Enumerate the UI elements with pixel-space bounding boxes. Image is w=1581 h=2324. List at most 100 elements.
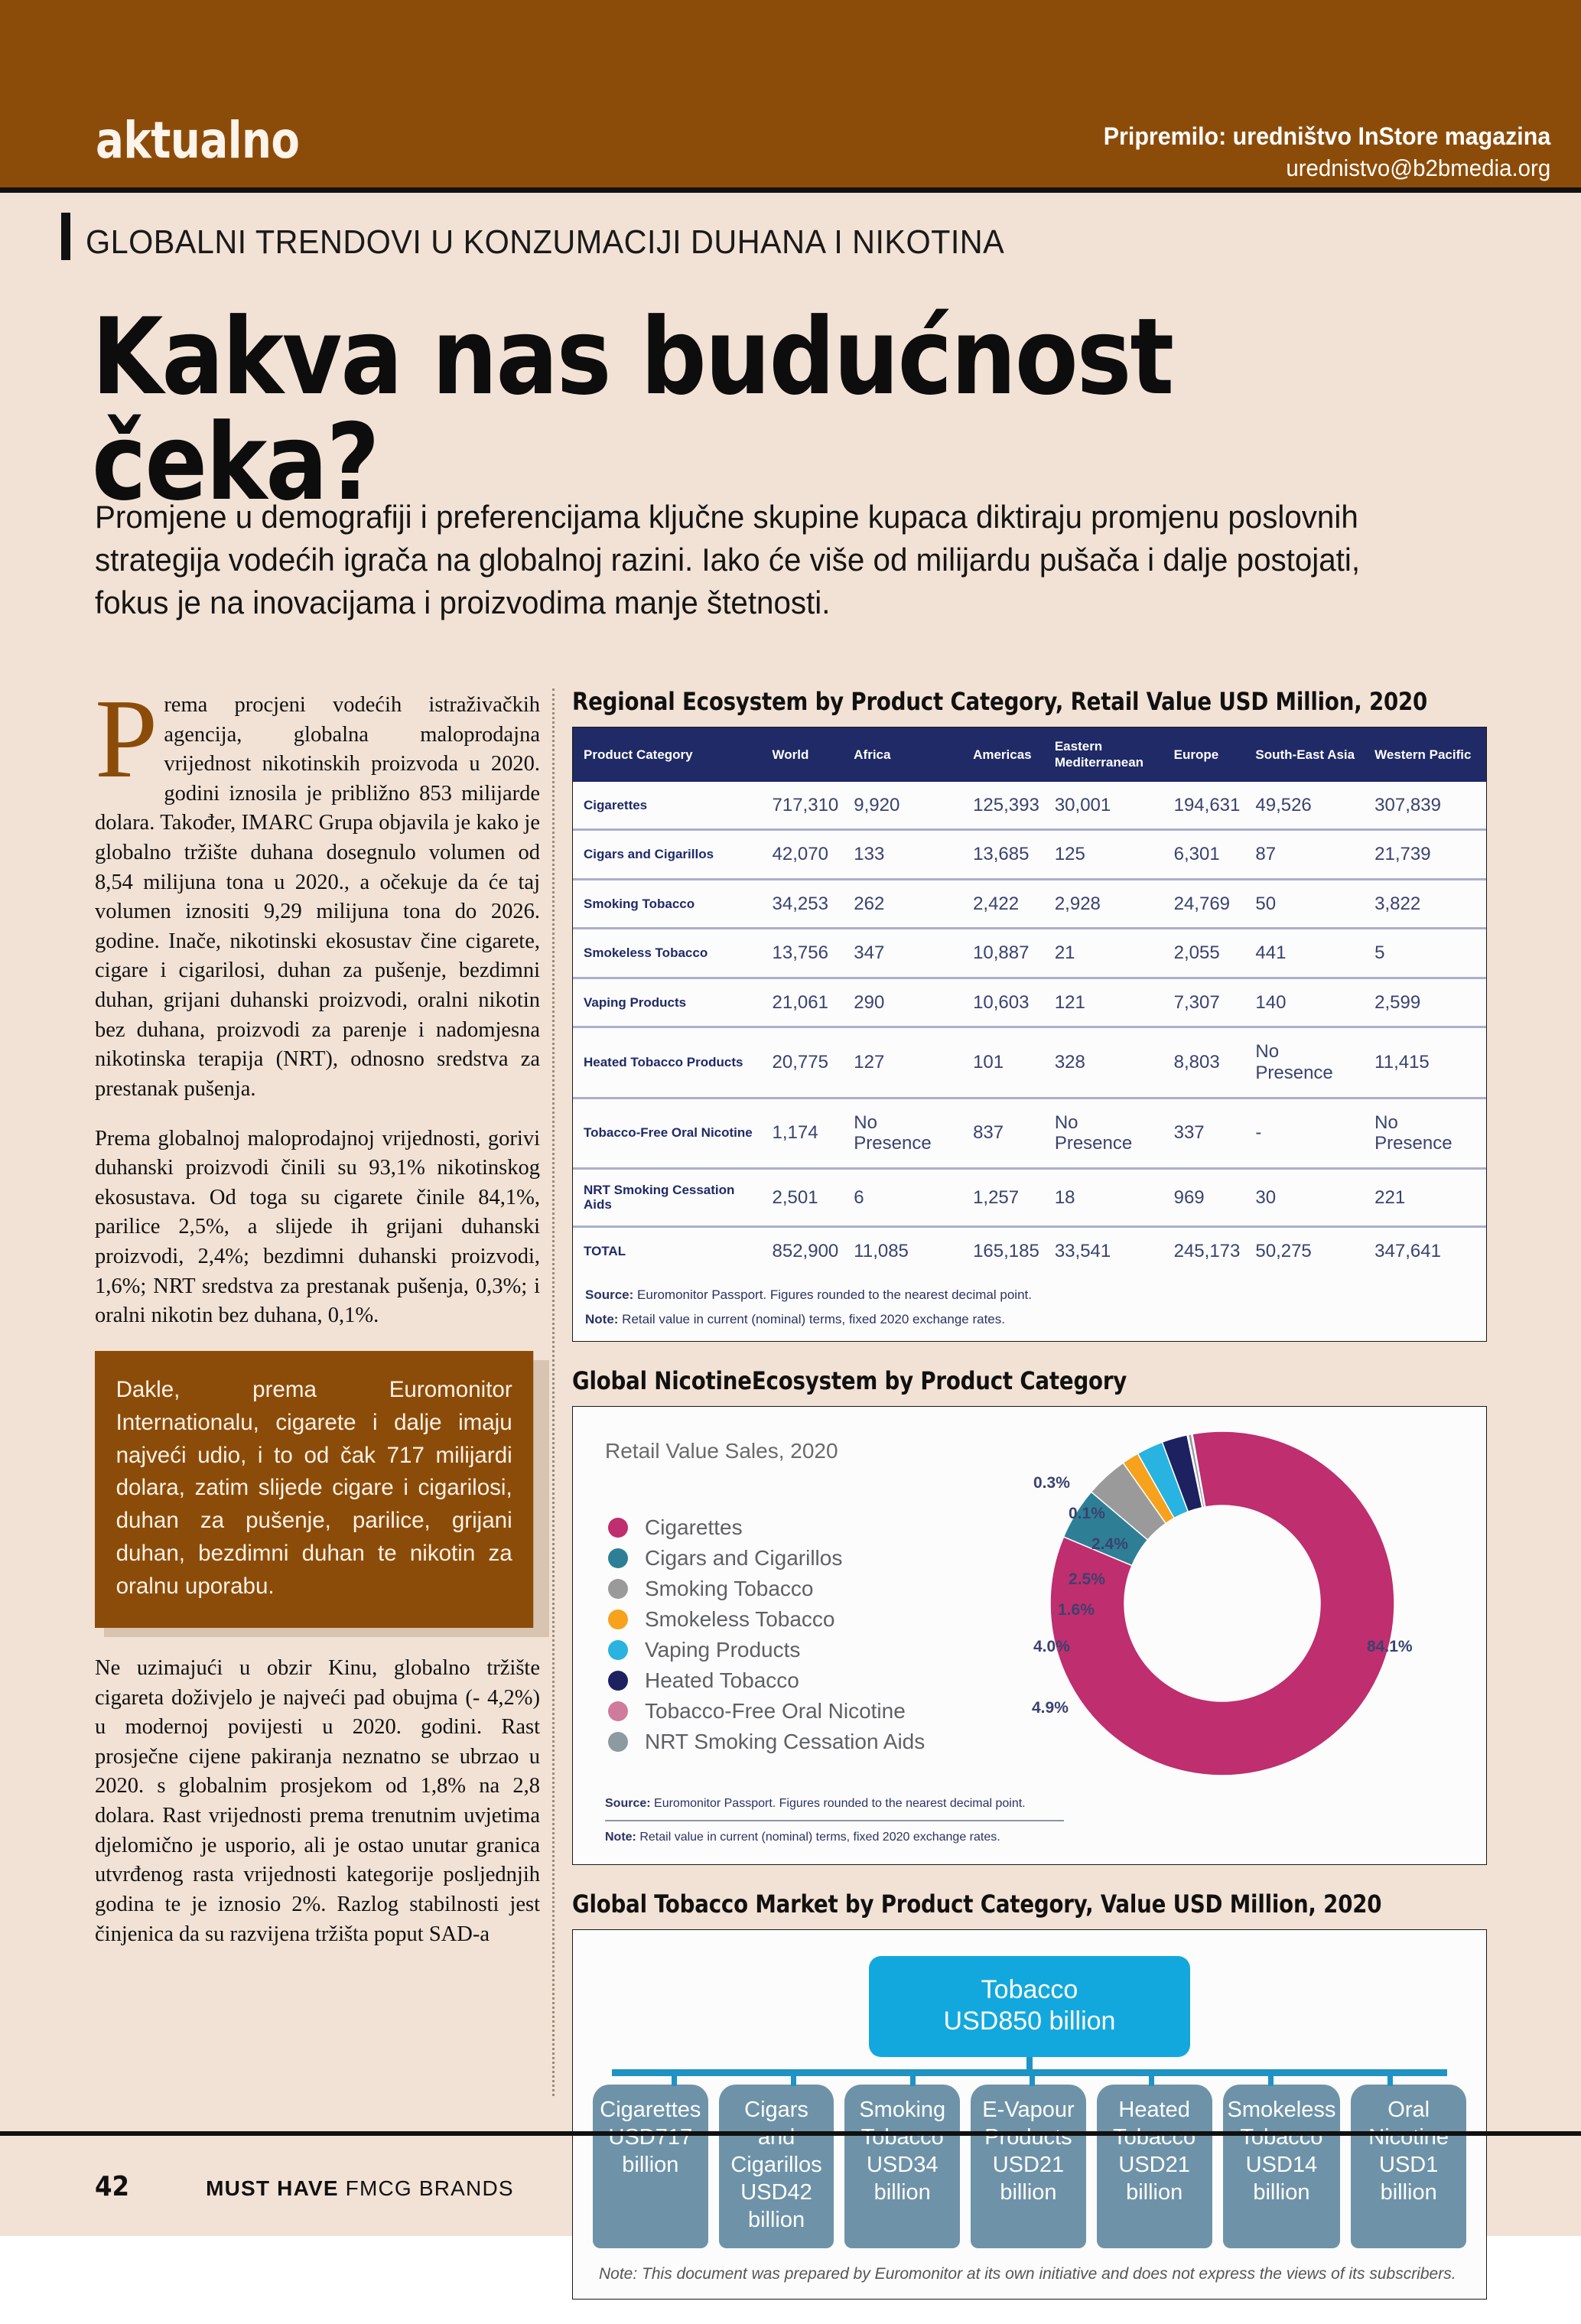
table-cell: 328: [1046, 1026, 1166, 1099]
donut-slice: [1187, 1433, 1205, 1508]
org-child-label: Cigars and Cigarillos: [730, 2098, 822, 2178]
donut-percent-label: 4.9%: [1032, 1698, 1069, 1717]
table-cell: 10,887: [965, 927, 1047, 978]
regional-ecosystem-table: Product Category World Africa Americas Easte…: [573, 727, 1486, 1275]
org-child-label: Smoking Tobacco: [859, 2098, 946, 2150]
table-cell: 852,900: [764, 1225, 847, 1275]
org-children-row: Cigarettes USD717 billion Cigars and Cigar…: [592, 2085, 1467, 2249]
table-cell: 6,301: [1166, 828, 1248, 880]
section-kicker: aktualno: [96, 111, 300, 170]
org-child-label: Smokeless Tobacco: [1227, 2098, 1336, 2150]
table-cell: 11,085: [846, 1225, 966, 1275]
table-source-text: Euromonitor Passport. Figures rounded to…: [633, 1287, 1032, 1302]
table-cell: 18: [1046, 1167, 1166, 1227]
table-cell: 245,173: [1166, 1225, 1248, 1275]
table-col-header: World: [764, 727, 847, 782]
table-cell: 101: [965, 1026, 1047, 1099]
table-cell: 969: [1166, 1167, 1248, 1227]
legend-swatch-icon: [608, 1578, 628, 1599]
org-stem: [1026, 2057, 1033, 2072]
table-cell: Cigarettes: [584, 797, 648, 812]
legend-swatch-icon: [608, 1517, 628, 1538]
table-cell: 127: [846, 1026, 966, 1099]
footer-divider: [0, 2131, 1581, 2136]
credit-prepared-by: Pripremilo: uredništvo InStore magazina: [1103, 122, 1550, 150]
footer-brand-rest: FMCG BRANDS: [338, 2176, 514, 2200]
table-cell: NRT Smoking Cessation Aids: [573, 1167, 765, 1227]
table-note: Note: Retail value in current (nominal) …: [585, 1312, 1474, 1327]
table-row: Cigarettes 717,310 9,920 125,393 30,001 194,6…: [573, 782, 1486, 830]
page-footer: 42 MUST HAVE FMCG BRANDS: [95, 2171, 514, 2202]
table-cell: 837: [965, 1096, 1047, 1169]
donut-percent-label: 84.1%: [1367, 1637, 1413, 1655]
table-cell: Tobacco-Free Oral Nicotine: [573, 1096, 765, 1169]
legend-item: Vaping Products: [608, 1638, 925, 1662]
table-cell: 33,541: [1046, 1225, 1166, 1275]
table-cell: No Presence: [1248, 1026, 1368, 1099]
org-child-node: Smokeless Tobacco USD14 billion: [1222, 2085, 1341, 2249]
org-drop-line: [1387, 2069, 1393, 2087]
org-root-label: Tobacco: [981, 1974, 1078, 2004]
legend-label: Smoking Tobacco: [645, 1576, 814, 1600]
table-cell: 347: [846, 927, 966, 978]
table-cell: 717,310: [772, 794, 839, 815]
paragraph-2: Prema globalnoj maloprodajnoj vrijednost…: [95, 1126, 540, 1328]
table-cell: 5: [1367, 927, 1486, 978]
table-cell: 21: [1046, 927, 1166, 978]
table-cell: 50,275: [1248, 1225, 1368, 1275]
org-child-node: Oral Nicotine USD1 billion: [1351, 2085, 1467, 2249]
table-cell: 2,422: [965, 877, 1047, 929]
table-cell: Vaping Products: [573, 976, 765, 1027]
pull-quote-wrapper: Dakle, prema Euromonitor Internationalu,…: [95, 1350, 549, 1638]
column-divider: [552, 688, 555, 2096]
donut-percent-label: 1.6%: [1058, 1600, 1095, 1619]
org-connector: [609, 2057, 1450, 2087]
table-col-header: Europe: [1166, 727, 1248, 782]
table-cell: 21,739: [1367, 828, 1486, 880]
legend-item: Tobacco-Free Oral Nicotine: [608, 1699, 925, 1723]
table-cell: No Presence: [1046, 1096, 1166, 1169]
org-child-node: Heated Tobacco USD21 billion: [1096, 2085, 1212, 2249]
table-row: TOTAL 852,900 11,085 165,185 33,541 245,173 50…: [573, 1225, 1486, 1275]
table-cell: 337: [1166, 1096, 1248, 1169]
section-title: GLOBALNI TRENDOVI U KONZUMACIJI DUHANA I…: [86, 223, 1005, 261]
donut-figure-title: Global NicotineEcosystem by Product Cate…: [572, 1365, 1127, 1395]
org-child-node: E-Vapour Products USD21 billion: [971, 2085, 1086, 2249]
donut-chart: [1043, 1424, 1402, 1787]
table-cell: 1,257: [965, 1167, 1047, 1227]
table-cell: 11,415: [1367, 1026, 1486, 1099]
org-root-node: Tobacco USD850 billion: [869, 1955, 1190, 2058]
donut-slice: [1049, 1430, 1395, 1776]
table-row: Tobacco-Free Oral Nicotine 1,174 No Presen…: [573, 1096, 1486, 1169]
org-child-value: USD717 billion: [608, 2125, 693, 2178]
donut-notes: Source: Euromonitor Passport. Figures ro…: [605, 1797, 1064, 1844]
donut-source-note: Source: Euromonitor Passport. Figures ro…: [605, 1797, 1064, 1811]
org-child-value: USD14 billion: [1245, 2153, 1318, 2205]
table-cell: 87: [1248, 828, 1368, 880]
table-cell: -: [1248, 1096, 1368, 1169]
legend-label: Smokeless Tobacco: [645, 1606, 835, 1631]
legend-swatch-icon: [608, 1548, 628, 1568]
donut-figure-box: Retail Value Sales, 2020 Cigarettes Cigar…: [572, 1405, 1487, 1865]
table-cell: 30: [1248, 1167, 1368, 1227]
legend-item: Heated Tobacco: [608, 1668, 925, 1693]
org-note: Note: This document was prepared by Euro…: [599, 2265, 1456, 2283]
table-cell: 20,775: [764, 1026, 847, 1099]
table-cell: 133: [846, 828, 966, 880]
org-drop-line: [1030, 2069, 1035, 2087]
donut-legend: Cigarettes Cigars and Cigarillos Smoking T…: [608, 1515, 925, 1760]
donut-note: Note: Retail value in current (nominal) …: [605, 1831, 1064, 1844]
org-figure-title: Global Tobacco Market by Product Categor…: [572, 1889, 1382, 1919]
table-note-text: Retail value in current (nominal) terms,…: [618, 1311, 1005, 1326]
table-cell: 221: [1367, 1167, 1486, 1227]
table-note-label: Note:: [585, 1311, 619, 1326]
page-number: 42: [95, 2171, 130, 2202]
paragraph-1-text: rema procjeni vodećih istraživačkih agen…: [95, 693, 540, 1101]
table-cell: 3,822: [1367, 877, 1486, 929]
donut-percent-label: 0.3%: [1033, 1473, 1070, 1492]
table-col-header: Africa: [846, 727, 966, 782]
table-row: Smokeless Tobacco 13,756 347 10,887 21 2,055 4…: [573, 927, 1486, 978]
org-child-label: Oral Nicotine: [1368, 2098, 1449, 2150]
